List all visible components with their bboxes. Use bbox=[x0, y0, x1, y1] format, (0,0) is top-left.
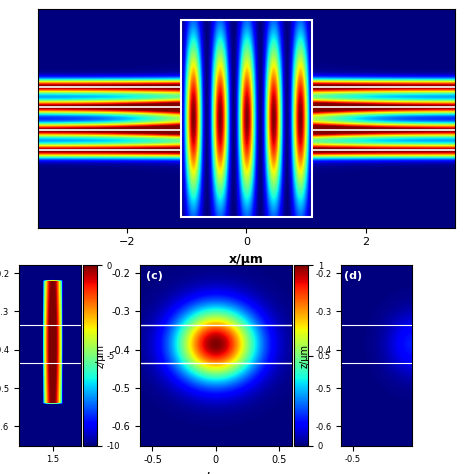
Bar bbox=[181, 19, 312, 218]
Text: (c): (c) bbox=[146, 271, 163, 281]
Y-axis label: z/μm: z/μm bbox=[300, 344, 310, 367]
X-axis label: x/μm: x/μm bbox=[229, 253, 264, 266]
X-axis label: y/μm: y/μm bbox=[198, 471, 233, 474]
Y-axis label: z/μm: z/μm bbox=[96, 344, 106, 367]
Text: (d): (d) bbox=[344, 271, 362, 281]
